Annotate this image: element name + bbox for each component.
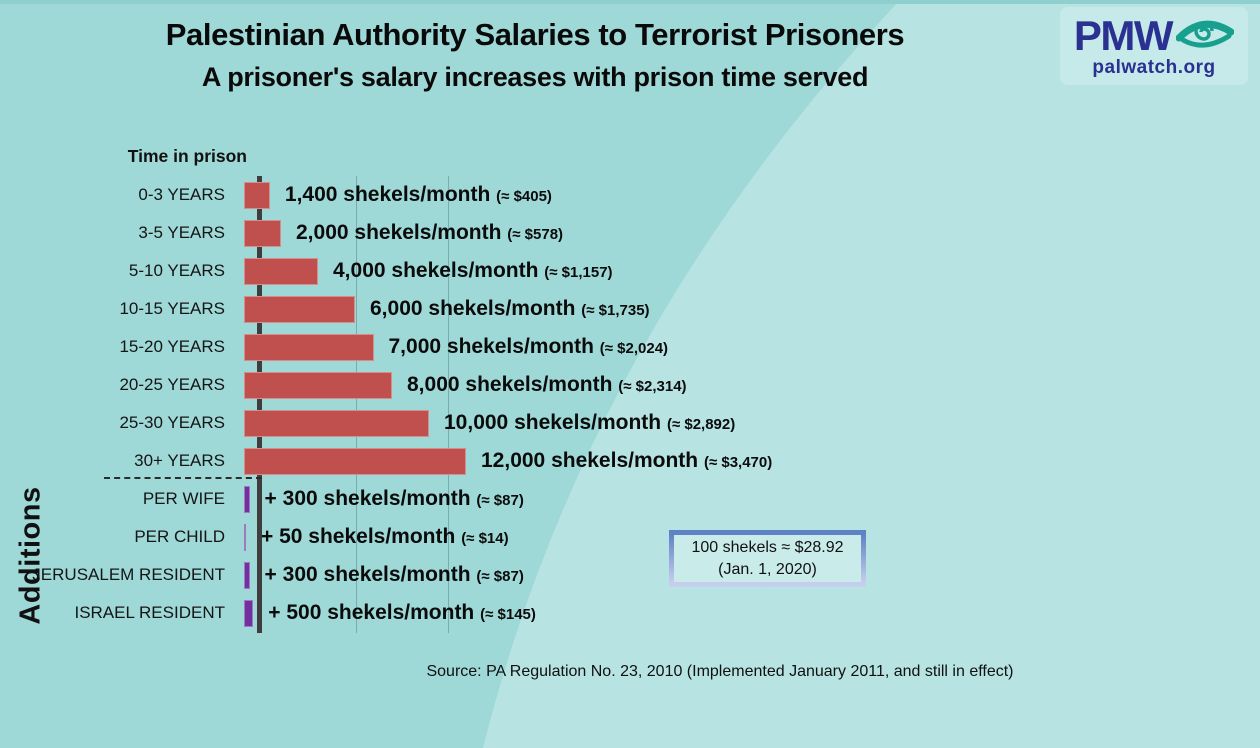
source-citation: Source: PA Regulation No. 23, 2010 (Impl… [426,663,1014,680]
value-label: 8,000 shekels/month (≈ $2,314) [407,373,687,397]
value-label-shekels: 6,000 shekels/month [370,297,576,320]
value-bar [244,181,270,209]
value-label-shekels: + 500 shekels/month [268,601,475,624]
value-bar [244,523,246,551]
gridline-10000 [448,176,449,633]
value-label-usd: (≈ $87) [476,568,524,585]
value-label-shekels: 12,000 shekels/month [481,449,699,472]
value-bar [244,409,429,437]
bar-row: 0-3 YEARS 1,400 shekels/month (≈ $405) [0,176,1260,214]
value-label: 4,000 shekels/month (≈ $1,157) [333,259,613,283]
bar-row: PER WIFE + 300 shekels/month (≈ $87) [0,480,1260,518]
value-label-usd: (≈ $1,735) [581,302,650,319]
page-subtitle: A prisoner's salary increases with priso… [201,62,869,92]
value-label-usd: (≈ $3,470) [703,454,773,471]
page-title: Palestinian Authority Salaries to Terror… [165,17,905,52]
bar-row: JERUSALEM RESIDENT + 300 shekels/month (… [0,556,1260,594]
value-bar [244,371,392,399]
bar-row: ISRAEL RESIDENT + 500 shekels/month (≈ $… [0,594,1260,632]
category-axis-line [257,176,262,633]
value-bar [244,257,318,285]
pmw-logo-domain: palwatch.org [1092,57,1216,78]
value-label-shekels: 4,000 shekels/month [333,259,539,282]
value-label-shekels: 7,000 shekels/month [388,335,594,358]
value-label: 2,000 shekels/month (≈ $578) [296,221,563,245]
category-label: 30+ YEARS [134,451,225,470]
category-label: 25-30 YEARS [119,413,225,432]
value-label: 6,000 shekels/month (≈ $1,735) [370,297,650,321]
header: Palestinian Authority Salaries to Terror… [0,0,1070,93]
value-label-usd: (≈ $87) [476,492,524,509]
value-bar [244,295,355,323]
value-label: + 300 shekels/month (≈ $87) [265,563,524,587]
category-label: 10-15 YEARS [119,299,225,318]
value-label-usd: (≈ $2,024) [599,340,669,357]
value-label-usd: (≈ $2,892) [666,416,736,433]
value-label-shekels: 10,000 shekels/month [444,411,662,434]
value-bar [244,599,254,627]
pmw-logo-acronym: PMW [1073,11,1174,59]
pmw-logo-row: PMW [1068,11,1240,60]
value-bar [244,561,250,589]
pmw-logo: PMW palwatch.org [1060,7,1248,85]
value-bar [244,333,374,361]
bar-row: 3-5 YEARS 2,000 shekels/month (≈ $578) [0,214,1260,252]
exchange-rate-note-box: 100 shekels ≈ $28.92 (Jan. 1, 2020) [669,530,866,587]
value-bar [244,485,250,513]
bar-row: 20-25 YEARS 8,000 shekels/month (≈ $2,31… [0,366,1260,404]
gridline-5000 [355,176,357,633]
value-bar [244,447,466,475]
bar-row: 30+ YEARS 12,000 shekels/month (≈ $3,470… [0,442,1260,480]
value-label: + 300 shekels/month (≈ $87) [265,487,524,511]
sections-dashed-divider [104,477,262,479]
value-bar [244,219,281,247]
exchange-rate-line1: 100 shekels ≈ $28.92 [691,538,844,556]
bar-row: PER CHILD + 50 shekels/month (≈ $14) [0,518,1260,556]
category-label: ISRAEL RESIDENT [74,603,225,622]
value-label-usd: (≈ $578) [507,226,564,243]
category-label: 0-3 YEARS [138,185,225,204]
value-label: + 50 shekels/month (≈ $14) [261,525,509,549]
value-label: 12,000 shekels/month (≈ $3,470) [481,449,772,473]
bar-row: 25-30 YEARS 10,000 shekels/month (≈ $2,8… [0,404,1260,442]
eye-swirl-icon [1175,11,1235,60]
bar-rows: 0-3 YEARS 1,400 shekels/month (≈ $405) 3… [0,176,1260,632]
category-label: 15-20 YEARS [119,337,225,356]
exchange-rate-line2: (Jan. 1, 2020) [718,560,817,578]
value-label-shekels: 1,400 shekels/month [284,183,491,206]
axis-title-time-in-prison: Time in prison [127,146,247,166]
value-label: 10,000 shekels/month (≈ $2,892) [444,411,735,435]
category-label: 20-25 YEARS [119,375,225,394]
value-label-shekels: + 300 shekels/month [264,487,471,510]
value-label: 1,400 shekels/month (≈ $405) [285,183,552,207]
category-label: JERUSALEM RESIDENT [32,565,225,584]
category-label: PER CHILD [134,527,225,546]
value-label-usd: (≈ $14) [461,530,509,547]
value-label: + 500 shekels/month (≈ $145) [268,601,536,625]
category-label: PER WIFE [142,489,225,508]
bar-row: 10-15 YEARS 6,000 shekels/month (≈ $1,73… [0,290,1260,328]
category-label: 5-10 YEARS [128,261,225,280]
value-label-usd: (≈ $2,314) [618,378,687,395]
value-label-shekels: 8,000 shekels/month [407,373,613,396]
value-label-usd: (≈ $405) [496,188,552,205]
value-label: 7,000 shekels/month (≈ $2,024) [389,335,669,359]
value-label-usd: (≈ $1,157) [544,264,613,281]
value-label-shekels: + 300 shekels/month [264,563,471,586]
bar-row: 5-10 YEARS 4,000 shekels/month (≈ $1,157… [0,252,1260,290]
value-label-usd: (≈ $145) [480,606,536,623]
value-label-shekels: 2,000 shekels/month [296,221,502,244]
bar-row: 15-20 YEARS 7,000 shekels/month (≈ $2,02… [0,328,1260,366]
category-label: 3-5 YEARS [138,223,225,242]
value-label-shekels: + 50 shekels/month [261,525,456,548]
